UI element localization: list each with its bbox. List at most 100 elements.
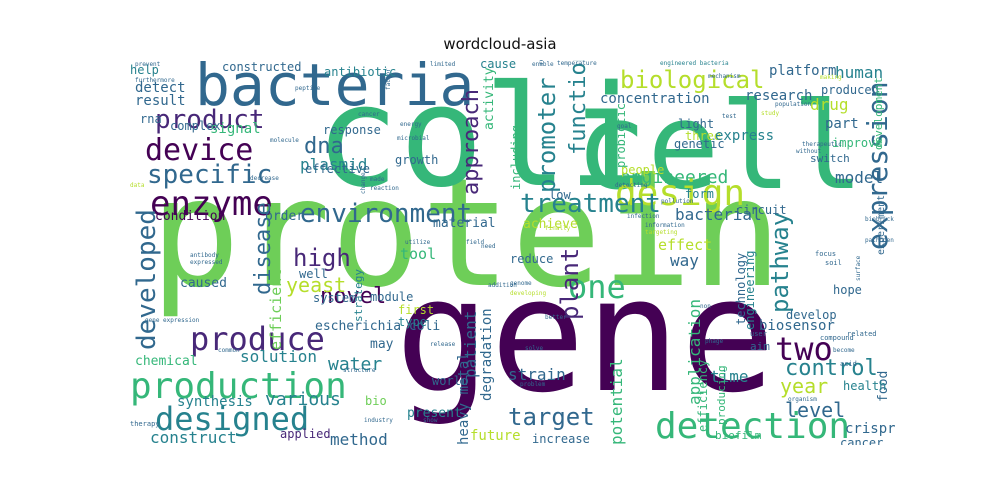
cloud-word: help xyxy=(130,63,159,77)
cloud-word: data xyxy=(130,182,145,189)
word-cloud-svg: proteingenecolicellbacteriaproductiondes… xyxy=(130,60,895,445)
cloud-word: efficient xyxy=(267,269,285,350)
cloud-word: plasmid xyxy=(300,155,367,174)
cloud-word: one xyxy=(568,268,626,306)
cloud-word: world xyxy=(432,374,468,388)
cloud-word: detecting xyxy=(615,182,648,189)
cloud-word: gene expression xyxy=(145,317,200,324)
cloud-word: treatment xyxy=(520,189,661,219)
cloud-word: microbial xyxy=(397,135,430,142)
cloud-word: antibody xyxy=(190,252,219,259)
cloud-word: complex xyxy=(170,119,221,133)
cloud-word: furthermore xyxy=(135,77,175,84)
cloud-word: cause xyxy=(480,60,516,71)
cloud-word: aim xyxy=(750,340,770,353)
cloud-word: may xyxy=(370,337,394,352)
cloud-word: genetic xyxy=(674,137,725,151)
cloud-word: soil xyxy=(825,259,842,267)
cloud-word: way xyxy=(670,251,699,270)
cloud-word: strategy xyxy=(352,269,365,322)
cloud-word: information xyxy=(645,222,685,229)
cloud-word: platform xyxy=(769,63,836,79)
cloud-word: potential xyxy=(607,358,626,445)
cloud-word: construct xyxy=(150,428,237,445)
cloud-word: produced xyxy=(821,83,879,97)
cloud-word: growth xyxy=(395,153,438,167)
cloud-word: genome xyxy=(510,280,532,287)
cloud-word: order xyxy=(265,209,304,224)
cloud-word: engineered xyxy=(620,167,728,188)
cloud-word: two xyxy=(775,330,833,368)
cloud-word: device xyxy=(145,133,253,168)
cloud-word: novel xyxy=(320,284,386,309)
cloud-word: effective xyxy=(305,162,370,176)
cloud-word: water xyxy=(328,354,382,375)
cloud-word: expressed xyxy=(190,259,223,266)
cloud-word: patient xyxy=(461,311,480,378)
cloud-word: control xyxy=(785,356,878,381)
cloud-word: biofilm xyxy=(715,429,762,442)
cloud-word: biological xyxy=(620,66,765,94)
cloud-word: low xyxy=(549,188,571,202)
cloud-word: receptor xyxy=(538,60,545,65)
chart-title: wordcloud-asia xyxy=(443,35,557,53)
cloud-word: level xyxy=(785,398,845,422)
cloud-word: develop xyxy=(786,308,837,322)
cloud-word: organism xyxy=(788,396,817,403)
cloud-word: utilize xyxy=(405,239,431,246)
cloud-word: environment xyxy=(300,199,472,229)
cloud-word: people xyxy=(621,163,664,177)
cloud-word: constructed xyxy=(222,60,301,74)
cloud-word: targeting xyxy=(645,229,678,236)
cloud-word: response xyxy=(323,123,381,137)
cloud-word: better xyxy=(545,314,567,321)
cloud-word: caused xyxy=(180,276,227,291)
cloud-word: bacterial xyxy=(675,205,762,224)
cloud-word: bio xyxy=(365,394,387,408)
cloud-word: target xyxy=(508,403,595,431)
cloud-word: high xyxy=(293,244,351,272)
cloud-word: application xyxy=(685,299,704,405)
cloud-word: production xyxy=(130,366,347,407)
cloud-word: promoter xyxy=(533,77,561,193)
cloud-word: design xyxy=(615,173,745,214)
cloud-word: change xyxy=(360,172,367,194)
cloud-word: three xyxy=(685,129,721,143)
cloud-word: heavy metal xyxy=(456,352,472,445)
cloud-word: cell xyxy=(575,78,864,217)
word-cloud: protein gene coli cell bacteria production des… xyxy=(125,60,895,445)
cloud-word: problem xyxy=(520,381,546,388)
cloud-word: non xyxy=(700,303,711,310)
cloud-word: enable xyxy=(532,61,554,68)
cloud-word: model xyxy=(835,168,883,187)
cloud-word: phage xyxy=(705,338,723,345)
cloud-word: specific xyxy=(147,160,272,190)
cloud-word: switch xyxy=(810,152,850,165)
cloud-word: surface xyxy=(855,255,862,281)
cloud-word: made xyxy=(370,176,385,183)
cloud-word: reaction xyxy=(370,185,399,192)
cloud-word: development xyxy=(872,77,885,150)
cloud-word: designed xyxy=(155,400,309,438)
cloud-word: human xyxy=(835,63,883,82)
cloud-word: rna xyxy=(140,112,162,126)
cloud-word: industry xyxy=(364,417,393,424)
cloud-word: coli xyxy=(315,60,652,219)
cloud-word: product xyxy=(155,105,265,135)
cloud-word: crispr xyxy=(845,421,895,437)
cloud-word: food xyxy=(876,371,891,402)
cloud-word: solution xyxy=(240,347,317,366)
cloud-word: developed xyxy=(132,209,162,350)
cloud-word: gene xyxy=(395,244,776,428)
cloud-word: hope xyxy=(833,283,862,297)
cloud-word: show xyxy=(423,417,438,424)
cloud-word: population xyxy=(775,101,812,108)
cloud-word: enzyme xyxy=(150,184,273,224)
cloud-word: future xyxy=(470,428,521,444)
cloud-word: field xyxy=(466,239,484,246)
cloud-word: applied xyxy=(280,427,331,441)
cloud-word: infection xyxy=(627,213,660,220)
cloud-word: pathway xyxy=(766,212,794,313)
cloud-word: type xyxy=(398,315,427,329)
cloud-word: addition xyxy=(488,282,517,289)
